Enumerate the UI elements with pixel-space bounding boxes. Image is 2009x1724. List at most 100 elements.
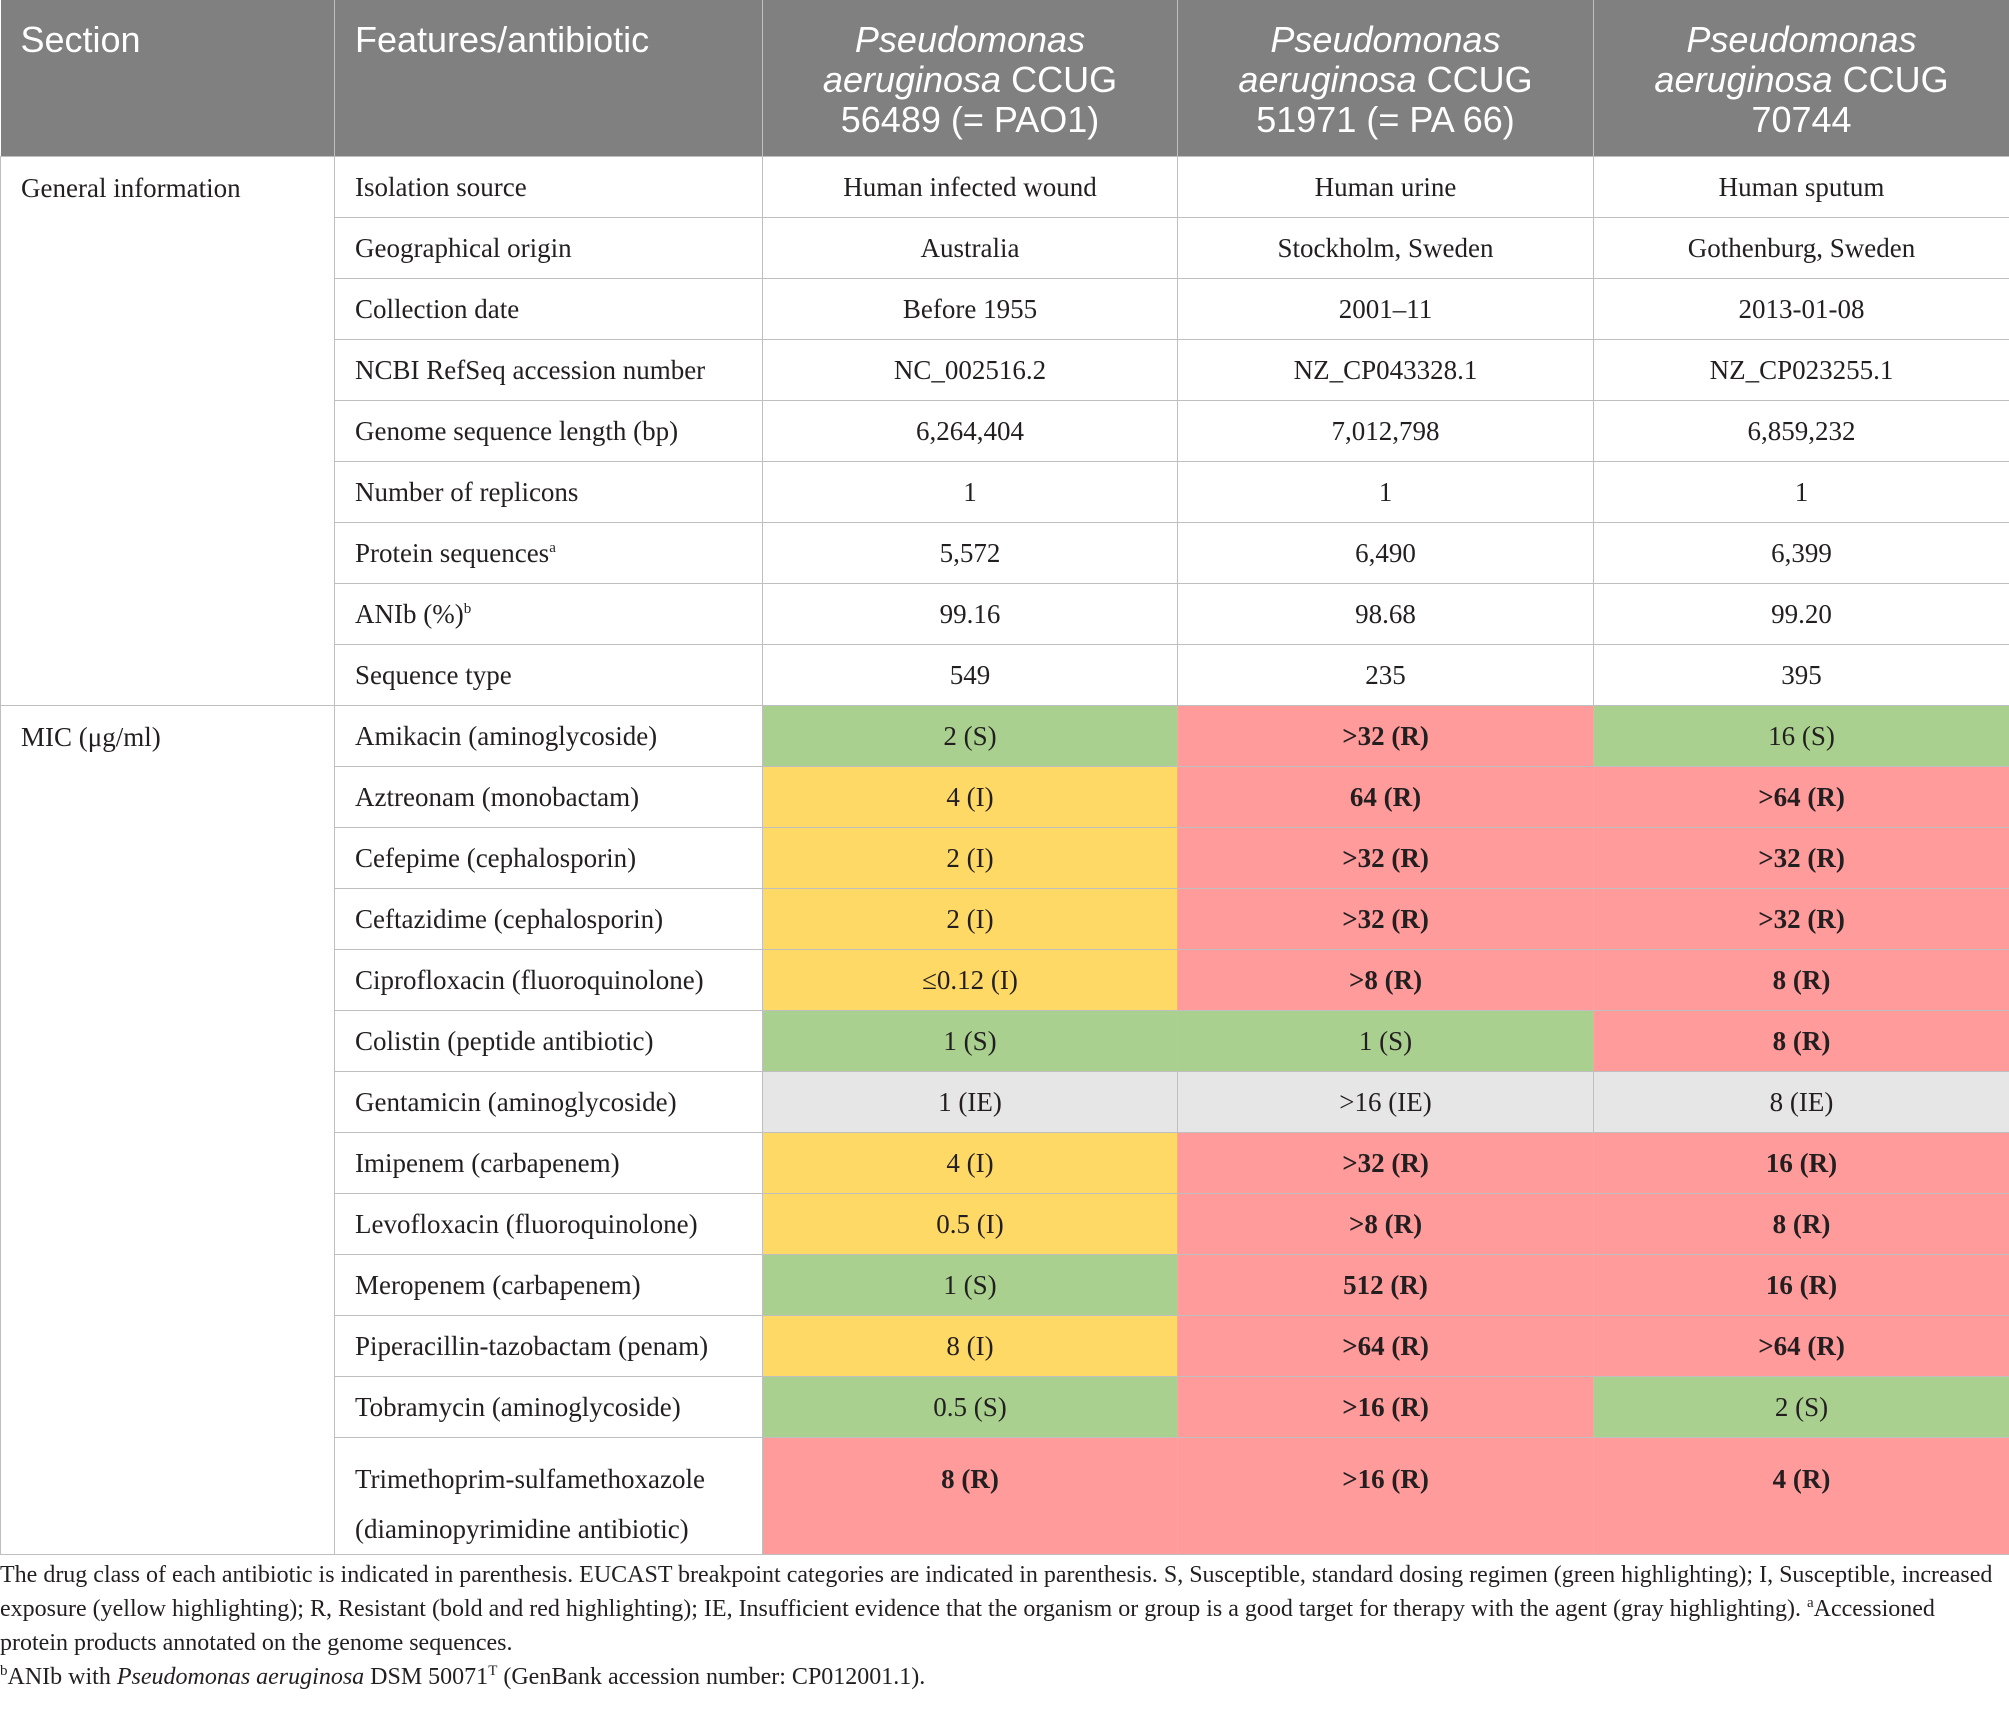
table-row: Colistin (peptide antibiotic) 1 (S) 1 (S) 8…: [1, 1010, 2009, 1072]
mic-value-cell: 2 (I): [762, 827, 1178, 889]
feature-cell: Protein sequencesa: [334, 522, 763, 584]
value-cell: 6,490: [1177, 522, 1594, 584]
table-row: Cefepime (cephalosporin) 2 (I) >32 (R) >32 …: [1, 827, 2009, 889]
antibiotic-label: Ceftazidime (cephalosporin): [334, 888, 763, 950]
mic-value-cell: ≤0.12 (I): [762, 949, 1178, 1011]
mic-value-cell: 8 (R): [1593, 949, 2009, 1011]
antibiotic-label: Tobramycin (aminoglycoside): [334, 1376, 763, 1438]
value-cell: NZ_CP043328.1: [1177, 339, 1594, 401]
mic-value-cell: 1 (S): [762, 1254, 1178, 1316]
table-row: Tobramycin (aminoglycoside) 0.5 (S) >16 (R…: [1, 1376, 2009, 1438]
mic-value-cell: >8 (R): [1177, 1193, 1594, 1255]
feature-cell: ANIb (%)b: [334, 583, 763, 645]
antibiotic-label: Gentamicin (aminoglycoside): [334, 1071, 763, 1133]
table-body: General information Isolation source Human…: [0, 156, 2009, 1555]
feature-label: Isolation source: [355, 171, 527, 202]
feature-label: Geographical origin: [355, 232, 572, 263]
table-row: Gentamicin (aminoglycoside) 1 (IE) >16 (IE…: [1, 1071, 2009, 1133]
feature-label: NCBI RefSeq accession number: [355, 354, 706, 385]
mic-value-cell: 8 (I): [762, 1315, 1178, 1377]
mic-value-cell: >32 (R): [1177, 705, 1594, 767]
value-cell: Before 1955: [762, 278, 1178, 340]
footnote-ref: b: [463, 600, 472, 617]
table-row: Sequence type 549 235 395: [1, 644, 2009, 706]
table-row: Protein sequencesa 5,572 6,490 6,399: [1, 522, 2009, 584]
feature-label: Genome sequence length (bp): [355, 415, 679, 446]
mic-value-cell: >32 (R): [1177, 1132, 1594, 1194]
value-cell: 2001–11: [1177, 278, 1594, 340]
value-cell: Human urine: [1177, 156, 1594, 218]
antibiotic-label: Imipenem (carbapenem): [334, 1132, 763, 1194]
table-row: Trimethoprim-sulfamethoxazole (diaminopy…: [1, 1437, 2009, 1555]
feature-cell: Collection date: [334, 278, 763, 340]
table-header: Section Features/antibiotic Pseudomonas …: [0, 0, 2009, 157]
value-cell: 1: [1593, 461, 2009, 523]
value-cell: 98.68: [1177, 583, 1594, 645]
table-row: Number of replicons 1 1 1: [1, 461, 2009, 523]
header-strain-3: Pseudomonas aeruginosa CCUG 70744: [1593, 0, 2009, 157]
strain-species: Pseudomonas aeruginosa: [822, 19, 1086, 100]
value-cell: 99.16: [762, 583, 1178, 645]
mic-value-cell: 4 (I): [762, 766, 1178, 828]
feature-cell: NCBI RefSeq accession number: [334, 339, 763, 401]
mic-value-cell: 4 (I): [762, 1132, 1178, 1194]
feature-cell: Isolation source: [334, 156, 763, 218]
feature-label: Sequence type: [355, 659, 512, 690]
mic-value-cell: 1 (S): [1177, 1010, 1594, 1072]
antibiotic-label: Amikacin (aminoglycoside): [334, 705, 763, 767]
mic-value-cell: >64 (R): [1593, 1315, 2009, 1377]
antibiotic-label: Cefepime (cephalosporin): [334, 827, 763, 889]
table-row: Imipenem (carbapenem) 4 (I) >32 (R) 16 (R): [1, 1132, 2009, 1194]
antibiotic-label: Trimethoprim-sulfamethoxazole (diaminopy…: [334, 1437, 763, 1555]
section-general: General information: [0, 156, 335, 706]
section-mic: MIC (μg/ml): [0, 705, 335, 1555]
value-cell: 6,264,404: [762, 400, 1178, 462]
value-cell: 99.20: [1593, 583, 2009, 645]
table-row: Piperacillin-tazobactam (penam) 8 (I) >64 …: [1, 1315, 2009, 1377]
feature-label: Protein sequences: [355, 537, 550, 568]
footnote-a-mark: a: [1806, 1595, 1814, 1611]
footnote-b-type: T: [488, 1663, 498, 1679]
antibiotic-label: Aztreonam (monobactam): [334, 766, 763, 828]
strain-id: CCUG 70744: [1751, 59, 1949, 140]
mic-value-cell: 16 (R): [1593, 1254, 2009, 1316]
value-cell: 7,012,798: [1177, 400, 1594, 462]
feature-label: Collection date: [355, 293, 520, 324]
table-row: ANIb (%)b 99.16 98.68 99.20: [1, 583, 2009, 645]
feature-label: ANIb (%): [355, 598, 464, 629]
mic-value-cell: 8 (R): [762, 1437, 1178, 1555]
mic-value-cell: 2 (S): [762, 705, 1178, 767]
results-table: Section Features/antibiotic Pseudomonas …: [0, 0, 2009, 1555]
value-cell: 1: [762, 461, 1178, 523]
antibiotic-label: Colistin (peptide antibiotic): [334, 1010, 763, 1072]
mic-value-cell: >16 (R): [1177, 1376, 1594, 1438]
footnote-main: The drug class of each antibiotic is ind…: [0, 1558, 2005, 1660]
header-features: Features/antibiotic: [334, 0, 763, 157]
feature-cell: Geographical origin: [334, 217, 763, 279]
footnote-b-species: Pseudomonas aeruginosa: [116, 1664, 365, 1690]
mic-value-cell: 8 (R): [1593, 1010, 2009, 1072]
value-cell: 1: [1177, 461, 1594, 523]
mic-value-cell: 16 (R): [1593, 1132, 2009, 1194]
header-section: Section: [0, 0, 335, 157]
table-row: Levofloxacin (fluoroquinolone) 0.5 (I) >8 …: [1, 1193, 2009, 1255]
mic-value-cell: >16 (IE): [1177, 1071, 1594, 1133]
table-row: Ciprofloxacin (fluoroquinolone) ≤0.12 (I)…: [1, 949, 2009, 1011]
header-strain-2: Pseudomonas aeruginosa CCUG 51971 (= PA …: [1177, 0, 1594, 157]
mic-value-cell: 8 (R): [1593, 1193, 2009, 1255]
footnote-main-text: The drug class of each antibiotic is ind…: [0, 1562, 1993, 1622]
footnote-b-suffix: (GenBank accession number: CP012001.1).: [497, 1664, 926, 1690]
strain-species: Pseudomonas aeruginosa: [1654, 19, 1917, 100]
mic-value-cell: 4 (R): [1593, 1437, 2009, 1555]
value-cell: NZ_CP023255.1: [1593, 339, 2009, 401]
antibiotic-label: Ciprofloxacin (fluoroquinolone): [334, 949, 763, 1011]
value-cell: Stockholm, Sweden: [1177, 217, 1594, 279]
table-row: Aztreonam (monobactam) 4 (I) 64 (R) >64 (R): [1, 766, 2009, 828]
antibiotic-label: Levofloxacin (fluoroquinolone): [334, 1193, 763, 1255]
footnote-b-strain: DSM 50071: [364, 1664, 489, 1690]
table-row: MIC (μg/ml) Amikacin (aminoglycoside) 2 (S…: [0, 705, 2009, 1555]
value-cell: NC_002516.2: [762, 339, 1178, 401]
value-cell: Australia: [762, 217, 1178, 279]
value-cell: 6,859,232: [1593, 400, 2009, 462]
value-cell: Human infected wound: [762, 156, 1178, 218]
